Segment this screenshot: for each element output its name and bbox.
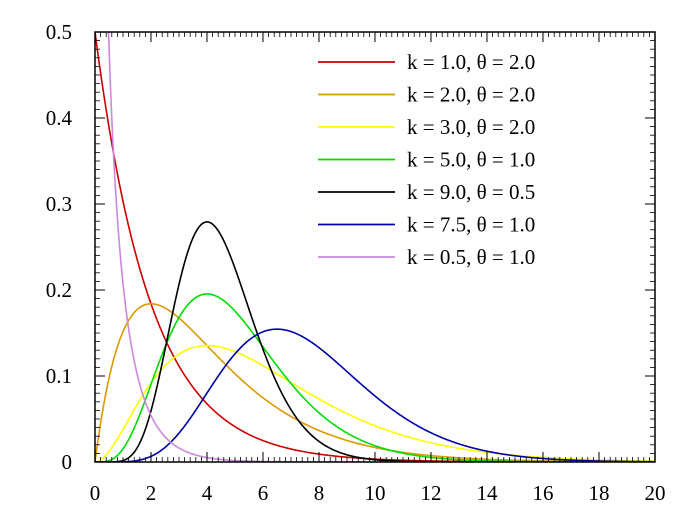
x-tick-label: 6 — [258, 481, 269, 505]
legend-label: k = 7.5, θ = 1.0 — [407, 213, 535, 237]
y-tick-labels: 0 0.1 0.2 0.3 0.4 0.5 — [46, 20, 73, 474]
legend-item-7: k = 0.5, θ = 1.0 — [318, 245, 535, 269]
minor-ticks — [94, 31, 656, 463]
y-tick-label: 0.3 — [46, 192, 72, 216]
legend-item-5: k = 9.0, θ = 0.5 — [318, 180, 535, 204]
series-curves — [95, 32, 655, 462]
legend: k = 1.0, θ = 2.0 k = 2.0, θ = 2.0 k = 3.0,… — [318, 50, 535, 269]
x-tick-label: 0 — [90, 481, 101, 505]
series-curve-7 — [107, 32, 655, 462]
y-tick-label: 0.1 — [46, 364, 72, 388]
y-tick-label: 0 — [62, 450, 73, 474]
legend-label: k = 0.5, θ = 1.0 — [407, 245, 535, 269]
x-tick-label: 10 — [365, 481, 386, 505]
x-tick-label: 18 — [589, 481, 610, 505]
legend-item-3: k = 3.0, θ = 2.0 — [318, 115, 535, 139]
series-curve-6 — [95, 328, 655, 462]
legend-label: k = 1.0, θ = 2.0 — [407, 50, 535, 74]
x-tick-label: 16 — [533, 481, 554, 505]
legend-label: k = 9.0, θ = 0.5 — [407, 180, 535, 204]
legend-item-1: k = 1.0, θ = 2.0 — [318, 50, 535, 74]
x-tick-labels: 0 2 4 6 8 10 12 14 16 18 20 — [90, 481, 666, 505]
series-curve-4 — [95, 293, 655, 462]
legend-item-2: k = 2.0, θ = 2.0 — [318, 83, 535, 107]
x-tick-label: 12 — [421, 481, 442, 505]
y-tick-label: 0.5 — [46, 20, 72, 44]
legend-label: k = 5.0, θ = 1.0 — [407, 148, 535, 172]
plot-frame — [94, 31, 656, 463]
legend-item-6: k = 7.5, θ = 1.0 — [318, 213, 535, 237]
y-tick-label: 0.4 — [46, 106, 73, 130]
legend-label: k = 3.0, θ = 2.0 — [407, 115, 535, 139]
legend-item-4: k = 5.0, θ = 1.0 — [318, 148, 535, 172]
y-tick-label: 0.2 — [46, 278, 72, 302]
x-tick-label: 8 — [314, 481, 325, 505]
x-tick-label: 14 — [477, 481, 499, 505]
x-tick-label: 20 — [645, 481, 666, 505]
major-ticks — [94, 31, 656, 463]
legend-label: k = 2.0, θ = 2.0 — [407, 83, 535, 107]
series-curve-1 — [95, 32, 655, 462]
series-curve-3 — [95, 344, 655, 462]
x-tick-label: 4 — [202, 481, 213, 505]
series-curve-2 — [95, 303, 655, 462]
x-tick-label: 2 — [146, 481, 157, 505]
